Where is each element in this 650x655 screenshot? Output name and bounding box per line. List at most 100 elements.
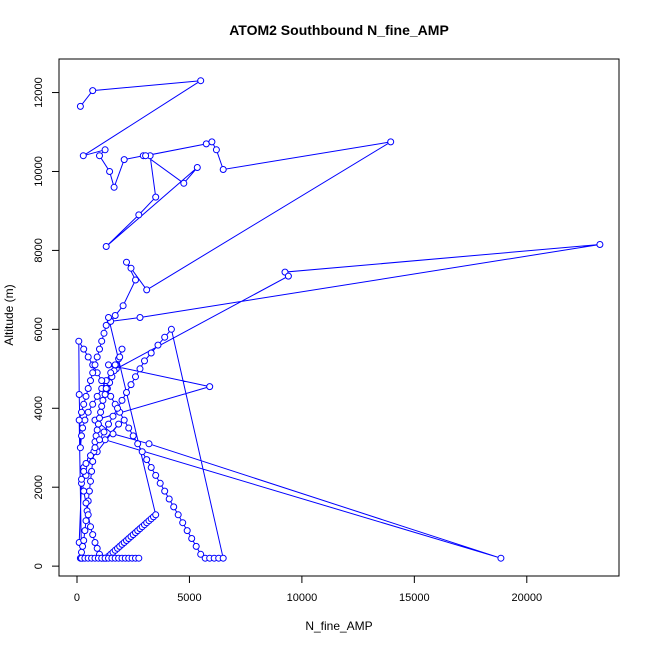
data-point <box>114 404 121 412</box>
data-point <box>197 550 205 558</box>
data-point <box>87 523 94 531</box>
data-point <box>208 138 216 146</box>
data-point <box>89 400 97 408</box>
y-tick-label: 8000 <box>33 238 45 262</box>
data-point <box>93 426 101 434</box>
y-axis: 0 2000 4000 6000 8000 10000 12000 <box>33 77 60 569</box>
data-point <box>147 349 155 357</box>
data-point <box>97 408 105 416</box>
data-point <box>154 341 162 349</box>
data-point <box>180 179 188 187</box>
data-point <box>165 495 173 503</box>
data-point <box>84 408 92 416</box>
data-point <box>192 542 200 550</box>
data-point <box>82 517 90 525</box>
data-point <box>147 464 155 471</box>
chart-title: ATOM2 Southbound N_fine_AMP <box>229 22 449 38</box>
data-point <box>106 168 114 175</box>
data-point <box>179 519 187 527</box>
y-tick-label: 12000 <box>33 77 45 108</box>
data-point <box>206 383 214 391</box>
x-tick-label: 15000 <box>399 592 430 604</box>
x-tick-label: 0 <box>74 592 80 604</box>
data-point <box>161 333 169 341</box>
data-point <box>76 102 84 110</box>
data-point <box>80 487 88 495</box>
data-point <box>152 511 160 519</box>
data-point <box>136 365 144 373</box>
data-point <box>145 440 153 448</box>
data-point <box>123 389 130 396</box>
data-point <box>110 183 118 191</box>
x-axis: 0 5000 10000 15000 20000 <box>74 575 542 604</box>
data-point <box>89 531 97 539</box>
data-point <box>119 302 127 310</box>
x-tick-label: 5000 <box>177 592 201 604</box>
data-point <box>596 241 604 248</box>
data-point <box>102 243 110 250</box>
data-point <box>96 436 103 444</box>
data-point <box>174 511 182 519</box>
x-axis-label: N_fine_AMP <box>305 619 372 633</box>
data-point <box>93 392 101 400</box>
data-point <box>87 377 94 385</box>
data-point <box>167 325 175 333</box>
data-point <box>82 392 90 400</box>
data-point <box>118 396 126 404</box>
data-point <box>135 554 143 562</box>
data-point <box>89 369 97 377</box>
data-point <box>88 467 96 475</box>
data-point <box>109 412 117 420</box>
data-point <box>219 166 227 173</box>
data-point <box>87 477 94 485</box>
data-point <box>78 408 85 416</box>
data-point <box>79 424 87 432</box>
data-point <box>202 140 210 148</box>
data-point <box>127 264 135 272</box>
data-point <box>87 452 94 460</box>
data-point <box>284 272 292 280</box>
data-point <box>105 420 112 428</box>
data-point <box>82 460 90 467</box>
data-point <box>132 373 139 381</box>
data-point <box>212 146 220 154</box>
data-point <box>188 535 196 542</box>
data-point <box>115 420 123 428</box>
data-point <box>81 416 89 424</box>
data-point <box>100 428 108 436</box>
data-point <box>89 458 97 465</box>
data-point <box>152 471 160 479</box>
data-point <box>197 77 205 85</box>
data-point <box>101 146 109 154</box>
data-point <box>152 193 160 201</box>
data-point <box>111 361 119 369</box>
data-point <box>141 357 148 365</box>
data-point <box>101 391 109 398</box>
data-point <box>78 432 85 440</box>
y-tick-label: 4000 <box>33 396 45 420</box>
data-point <box>170 503 178 511</box>
data-point <box>91 539 99 546</box>
data-point <box>98 402 106 410</box>
data-point <box>84 511 92 519</box>
data-point <box>96 414 103 422</box>
data-point <box>129 432 137 440</box>
data-point <box>80 467 88 475</box>
data-point <box>107 392 115 400</box>
data-point <box>93 353 101 361</box>
data-point <box>96 152 103 160</box>
data-point <box>193 164 201 171</box>
data-point <box>75 416 83 424</box>
x-tick-label: 10000 <box>287 592 318 604</box>
data-point <box>127 381 135 389</box>
data-point <box>75 391 83 398</box>
x-tick-label: 20000 <box>511 592 542 604</box>
data-point <box>81 527 89 535</box>
data-point <box>105 361 112 369</box>
data-point <box>156 479 164 487</box>
data-point <box>102 385 110 392</box>
data-point <box>102 321 110 329</box>
data-point <box>80 345 88 353</box>
